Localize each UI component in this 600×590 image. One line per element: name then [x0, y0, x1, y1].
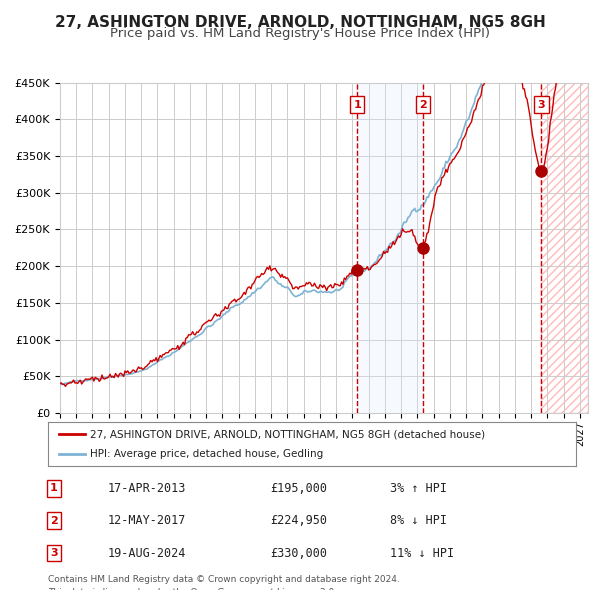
Text: 19-AUG-2024: 19-AUG-2024: [108, 546, 187, 560]
Text: 17-APR-2013: 17-APR-2013: [108, 481, 187, 495]
Text: HPI: Average price, detached house, Gedling: HPI: Average price, detached house, Gedl…: [90, 449, 323, 458]
Text: 11% ↓ HPI: 11% ↓ HPI: [390, 546, 454, 560]
Text: £195,000: £195,000: [270, 481, 327, 495]
Text: 1: 1: [353, 100, 361, 110]
Text: 3: 3: [538, 100, 545, 110]
Text: 27, ASHINGTON DRIVE, ARNOLD, NOTTINGHAM, NG5 8GH (detached house): 27, ASHINGTON DRIVE, ARNOLD, NOTTINGHAM,…: [90, 430, 485, 439]
Bar: [541, 83, 600, 413]
Text: 1: 1: [50, 483, 58, 493]
Bar: [357, 83, 423, 413]
Text: 8% ↓ HPI: 8% ↓ HPI: [390, 514, 447, 527]
Text: Contains HM Land Registry data © Crown copyright and database right 2024.: Contains HM Land Registry data © Crown c…: [48, 575, 400, 584]
Text: £224,950: £224,950: [270, 514, 327, 527]
Text: Price paid vs. HM Land Registry's House Price Index (HPI): Price paid vs. HM Land Registry's House …: [110, 27, 490, 40]
Text: 3: 3: [50, 548, 58, 558]
Text: 2: 2: [419, 100, 427, 110]
Text: 3% ↑ HPI: 3% ↑ HPI: [390, 481, 447, 495]
Text: 2: 2: [50, 516, 58, 526]
Text: 27, ASHINGTON DRIVE, ARNOLD, NOTTINGHAM, NG5 8GH: 27, ASHINGTON DRIVE, ARNOLD, NOTTINGHAM,…: [55, 15, 545, 30]
Text: £330,000: £330,000: [270, 546, 327, 560]
Text: 12-MAY-2017: 12-MAY-2017: [108, 514, 187, 527]
Text: This data is licensed under the Open Government Licence v3.0.: This data is licensed under the Open Gov…: [48, 588, 337, 590]
